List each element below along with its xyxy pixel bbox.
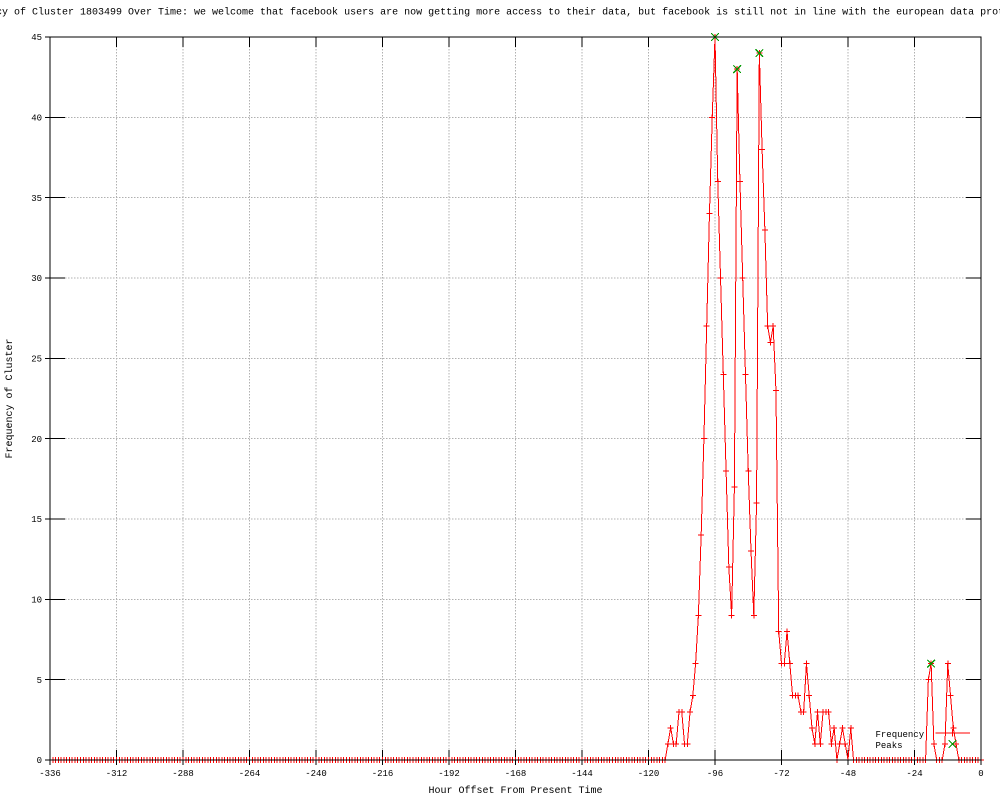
svg-text:-120: -120 bbox=[638, 769, 660, 779]
svg-text:20: 20 bbox=[31, 435, 42, 445]
svg-text:40: 40 bbox=[31, 114, 42, 124]
svg-text:35: 35 bbox=[31, 194, 42, 204]
svg-text:0: 0 bbox=[37, 756, 42, 766]
svg-text:-216: -216 bbox=[372, 769, 394, 779]
svg-text:Peaks: Peaks bbox=[876, 741, 903, 751]
svg-text:Frequency: Frequency bbox=[876, 730, 925, 740]
svg-text:-72: -72 bbox=[773, 769, 789, 779]
svg-text:-288: -288 bbox=[172, 769, 194, 779]
svg-text:-48: -48 bbox=[840, 769, 856, 779]
svg-text:5: 5 bbox=[37, 676, 42, 686]
svg-text:-192: -192 bbox=[438, 769, 460, 779]
svg-text:Frequency of Cluster 1803499 O: Frequency of Cluster 1803499 Over Time: … bbox=[0, 7, 1000, 19]
svg-text:30: 30 bbox=[31, 274, 42, 284]
svg-text:Frequency of Cluster: Frequency of Cluster bbox=[4, 338, 16, 458]
svg-text:10: 10 bbox=[31, 596, 42, 606]
svg-text:-264: -264 bbox=[239, 769, 261, 779]
svg-text:Hour Offset From Present Time: Hour Offset From Present Time bbox=[428, 785, 602, 797]
svg-text:25: 25 bbox=[31, 355, 42, 365]
svg-text:-312: -312 bbox=[106, 769, 128, 779]
svg-text:-144: -144 bbox=[571, 769, 593, 779]
svg-text:15: 15 bbox=[31, 515, 42, 525]
svg-text:-168: -168 bbox=[505, 769, 527, 779]
svg-text:-240: -240 bbox=[305, 769, 327, 779]
svg-text:-336: -336 bbox=[39, 769, 61, 779]
svg-text:45: 45 bbox=[31, 33, 42, 43]
svg-text:-96: -96 bbox=[707, 769, 723, 779]
svg-text:-24: -24 bbox=[906, 769, 922, 779]
svg-text:0: 0 bbox=[978, 769, 983, 779]
